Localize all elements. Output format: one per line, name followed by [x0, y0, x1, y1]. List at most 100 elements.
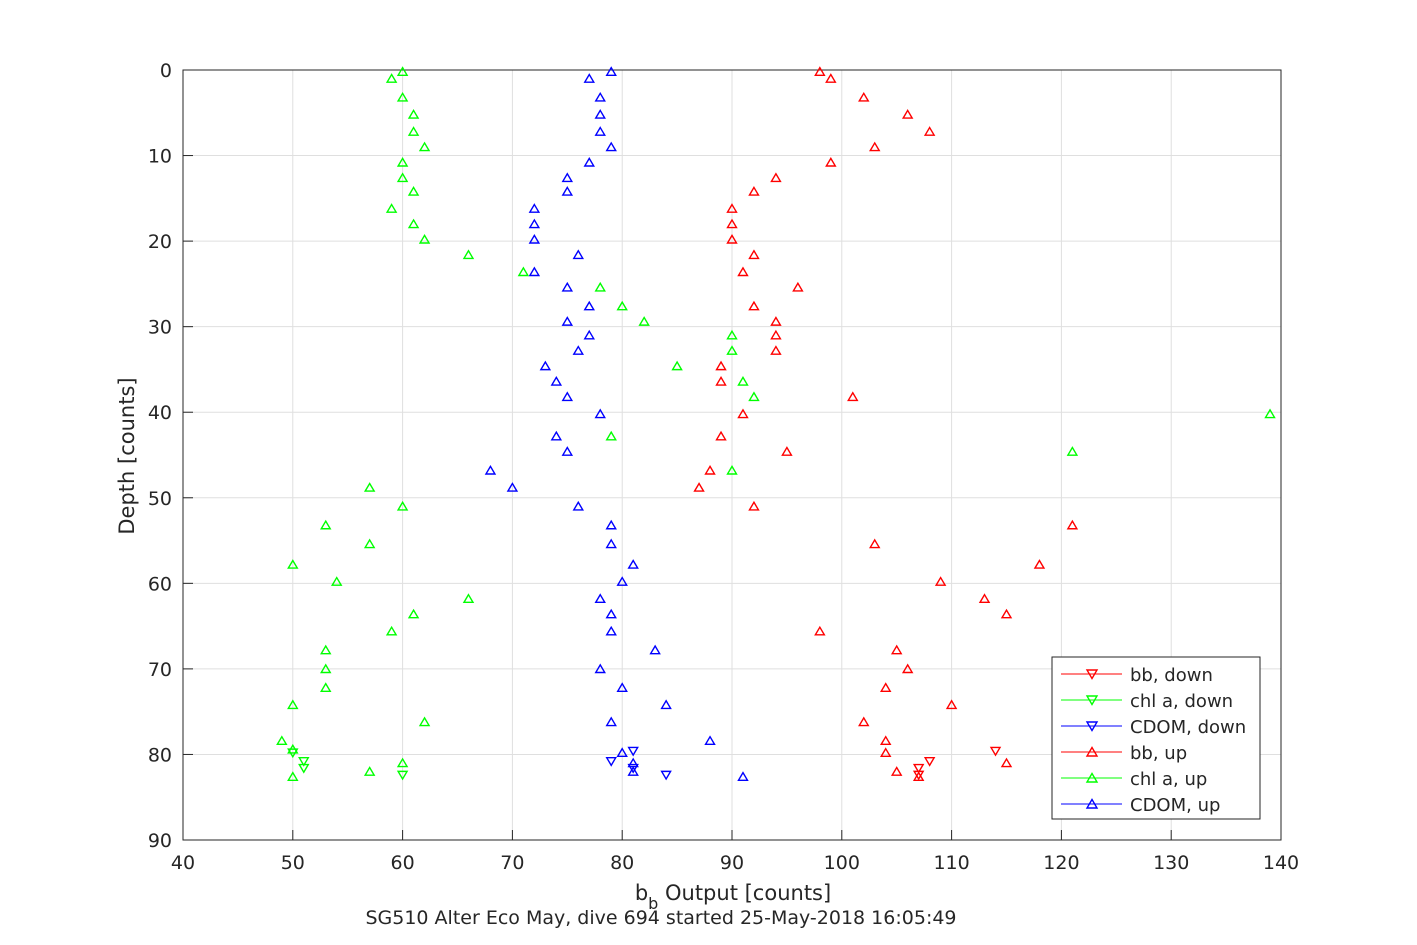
marker-cdom-up	[539, 360, 552, 371]
marker-cdom-down	[627, 746, 639, 757]
marker-chl-a-up	[418, 716, 431, 727]
marker-chl-a-up	[407, 109, 420, 119]
marker-chl-a-up	[276, 735, 288, 746]
marker-bb-up	[781, 446, 793, 456]
marker-cdom-up	[561, 446, 574, 456]
marker-chl-a-up	[726, 329, 738, 340]
marker-bb-up	[1000, 757, 1013, 768]
marker-chl-a-up	[396, 156, 409, 167]
marker-cdom-up	[583, 73, 595, 83]
marker-bb-up	[715, 430, 727, 441]
x-tick-label: 40	[171, 852, 195, 874]
marker-bb-up	[715, 360, 727, 371]
marker-chl-a-up	[320, 682, 332, 693]
marker-chl-a-up	[407, 186, 420, 196]
marker-cdom-up	[528, 233, 541, 244]
legend: bb, down chl a, down CDOM, down bb, up chl a…	[1051, 656, 1261, 820]
marker-bb-up	[978, 593, 991, 604]
y-tick-label: 90	[148, 830, 172, 852]
marker-bb-up	[912, 771, 925, 781]
axis-ticks: 40 50 60 70 80 90 100 110 120 130 140 0 10 20 30 40 50 60…	[148, 60, 1299, 874]
marker-chl-a-up	[287, 559, 299, 569]
marker-cdom-up	[594, 109, 606, 119]
marker-cdom-up	[550, 375, 563, 386]
marker-cdom-up	[605, 141, 617, 152]
marker-chl-a-up	[287, 743, 299, 754]
legend-label: CDOM, up	[1130, 795, 1220, 816]
marker-bb-up	[748, 500, 760, 511]
marker-bb-up	[1066, 519, 1079, 530]
marker-chl-a-up	[330, 576, 343, 586]
marker-cdom-up	[627, 766, 639, 776]
marker-cdom-up	[627, 559, 639, 569]
marker-chl-a-up	[418, 233, 431, 244]
x-axis-label: bb Output [counts]	[635, 881, 831, 913]
marker-cdom-up	[605, 608, 617, 619]
legend-marker	[1085, 798, 1099, 809]
marker-bb-up	[934, 576, 947, 586]
legend-label: CDOM, down	[1130, 717, 1246, 738]
marker-bb-up	[825, 73, 837, 83]
marker-chl-a-up	[462, 249, 475, 260]
marker-cdom-up	[605, 625, 617, 636]
marker-cdom-up	[737, 771, 749, 781]
y-tick-label: 30	[148, 317, 172, 339]
marker-bb-up	[770, 345, 782, 355]
marker-bb-up	[1033, 559, 1046, 569]
marker-cdom-up	[704, 735, 716, 746]
marker-bb-up	[737, 266, 749, 277]
marker-chl-a-up	[396, 757, 409, 768]
marker-bb-down	[912, 763, 925, 774]
marker-cdom-up	[561, 172, 574, 183]
marker-bb-up	[945, 699, 958, 710]
y-axis-label: Depth [counts]	[115, 377, 139, 534]
marker-cdom-up	[594, 408, 606, 419]
marker-cdom-up	[561, 391, 574, 402]
marker-cdom-up	[583, 329, 595, 340]
marker-chl-a-up	[363, 538, 376, 549]
chart-subtitle: SG510 Alter Eco May, dive 694 started 25…	[365, 907, 956, 929]
marker-cdom-down	[605, 756, 617, 767]
marker-chl-a-up	[638, 316, 650, 326]
y-tick-label: 10	[148, 146, 172, 168]
marker-cdom-up	[594, 91, 606, 102]
x-tick-label: 60	[391, 852, 415, 874]
marker-cdom-up	[616, 682, 628, 693]
x-axis-label-main: b	[635, 881, 648, 905]
marker-bb-up	[737, 408, 749, 419]
marker-bb-up	[890, 644, 903, 655]
marker-cdom-up	[605, 519, 617, 530]
marker-chl-a-up	[396, 91, 409, 102]
marker-chl-a-up	[1066, 446, 1079, 456]
marker-bb-up	[748, 300, 760, 311]
marker-chl-a-up	[287, 771, 299, 781]
marker-bb-up	[923, 126, 936, 136]
y-tick-label: 50	[148, 488, 172, 510]
marker-bb-up	[847, 391, 859, 402]
marker-chl-a-up	[320, 644, 332, 655]
marker-bb-up	[825, 156, 837, 167]
marker-bb-up	[814, 625, 826, 636]
marker-bb-up	[869, 538, 881, 549]
marker-cdom-up	[594, 593, 606, 604]
marker-chl-a-down	[298, 763, 310, 774]
marker-cdom-up	[572, 500, 585, 511]
marker-cdom-up	[583, 300, 595, 311]
marker-chl-a-up	[385, 203, 398, 213]
marker-chl-a-up	[287, 699, 299, 710]
marker-chl-a-up	[407, 218, 420, 229]
marker-cdom-up	[561, 316, 574, 326]
marker-chl-a-up	[737, 375, 749, 386]
marker-chl-a-up	[407, 608, 420, 619]
marker-bb-up	[901, 109, 914, 119]
marker-cdom-up	[528, 266, 541, 277]
marker-chl-a-up	[320, 663, 332, 674]
x-tick-label: 130	[1153, 852, 1189, 874]
y-tick-label: 70	[148, 659, 172, 681]
marker-cdom-up	[550, 430, 563, 441]
marker-bb-up	[693, 482, 705, 492]
marker-cdom-up	[572, 345, 585, 355]
marker-chl-a-down	[298, 756, 310, 767]
x-tick-label: 70	[500, 852, 524, 874]
